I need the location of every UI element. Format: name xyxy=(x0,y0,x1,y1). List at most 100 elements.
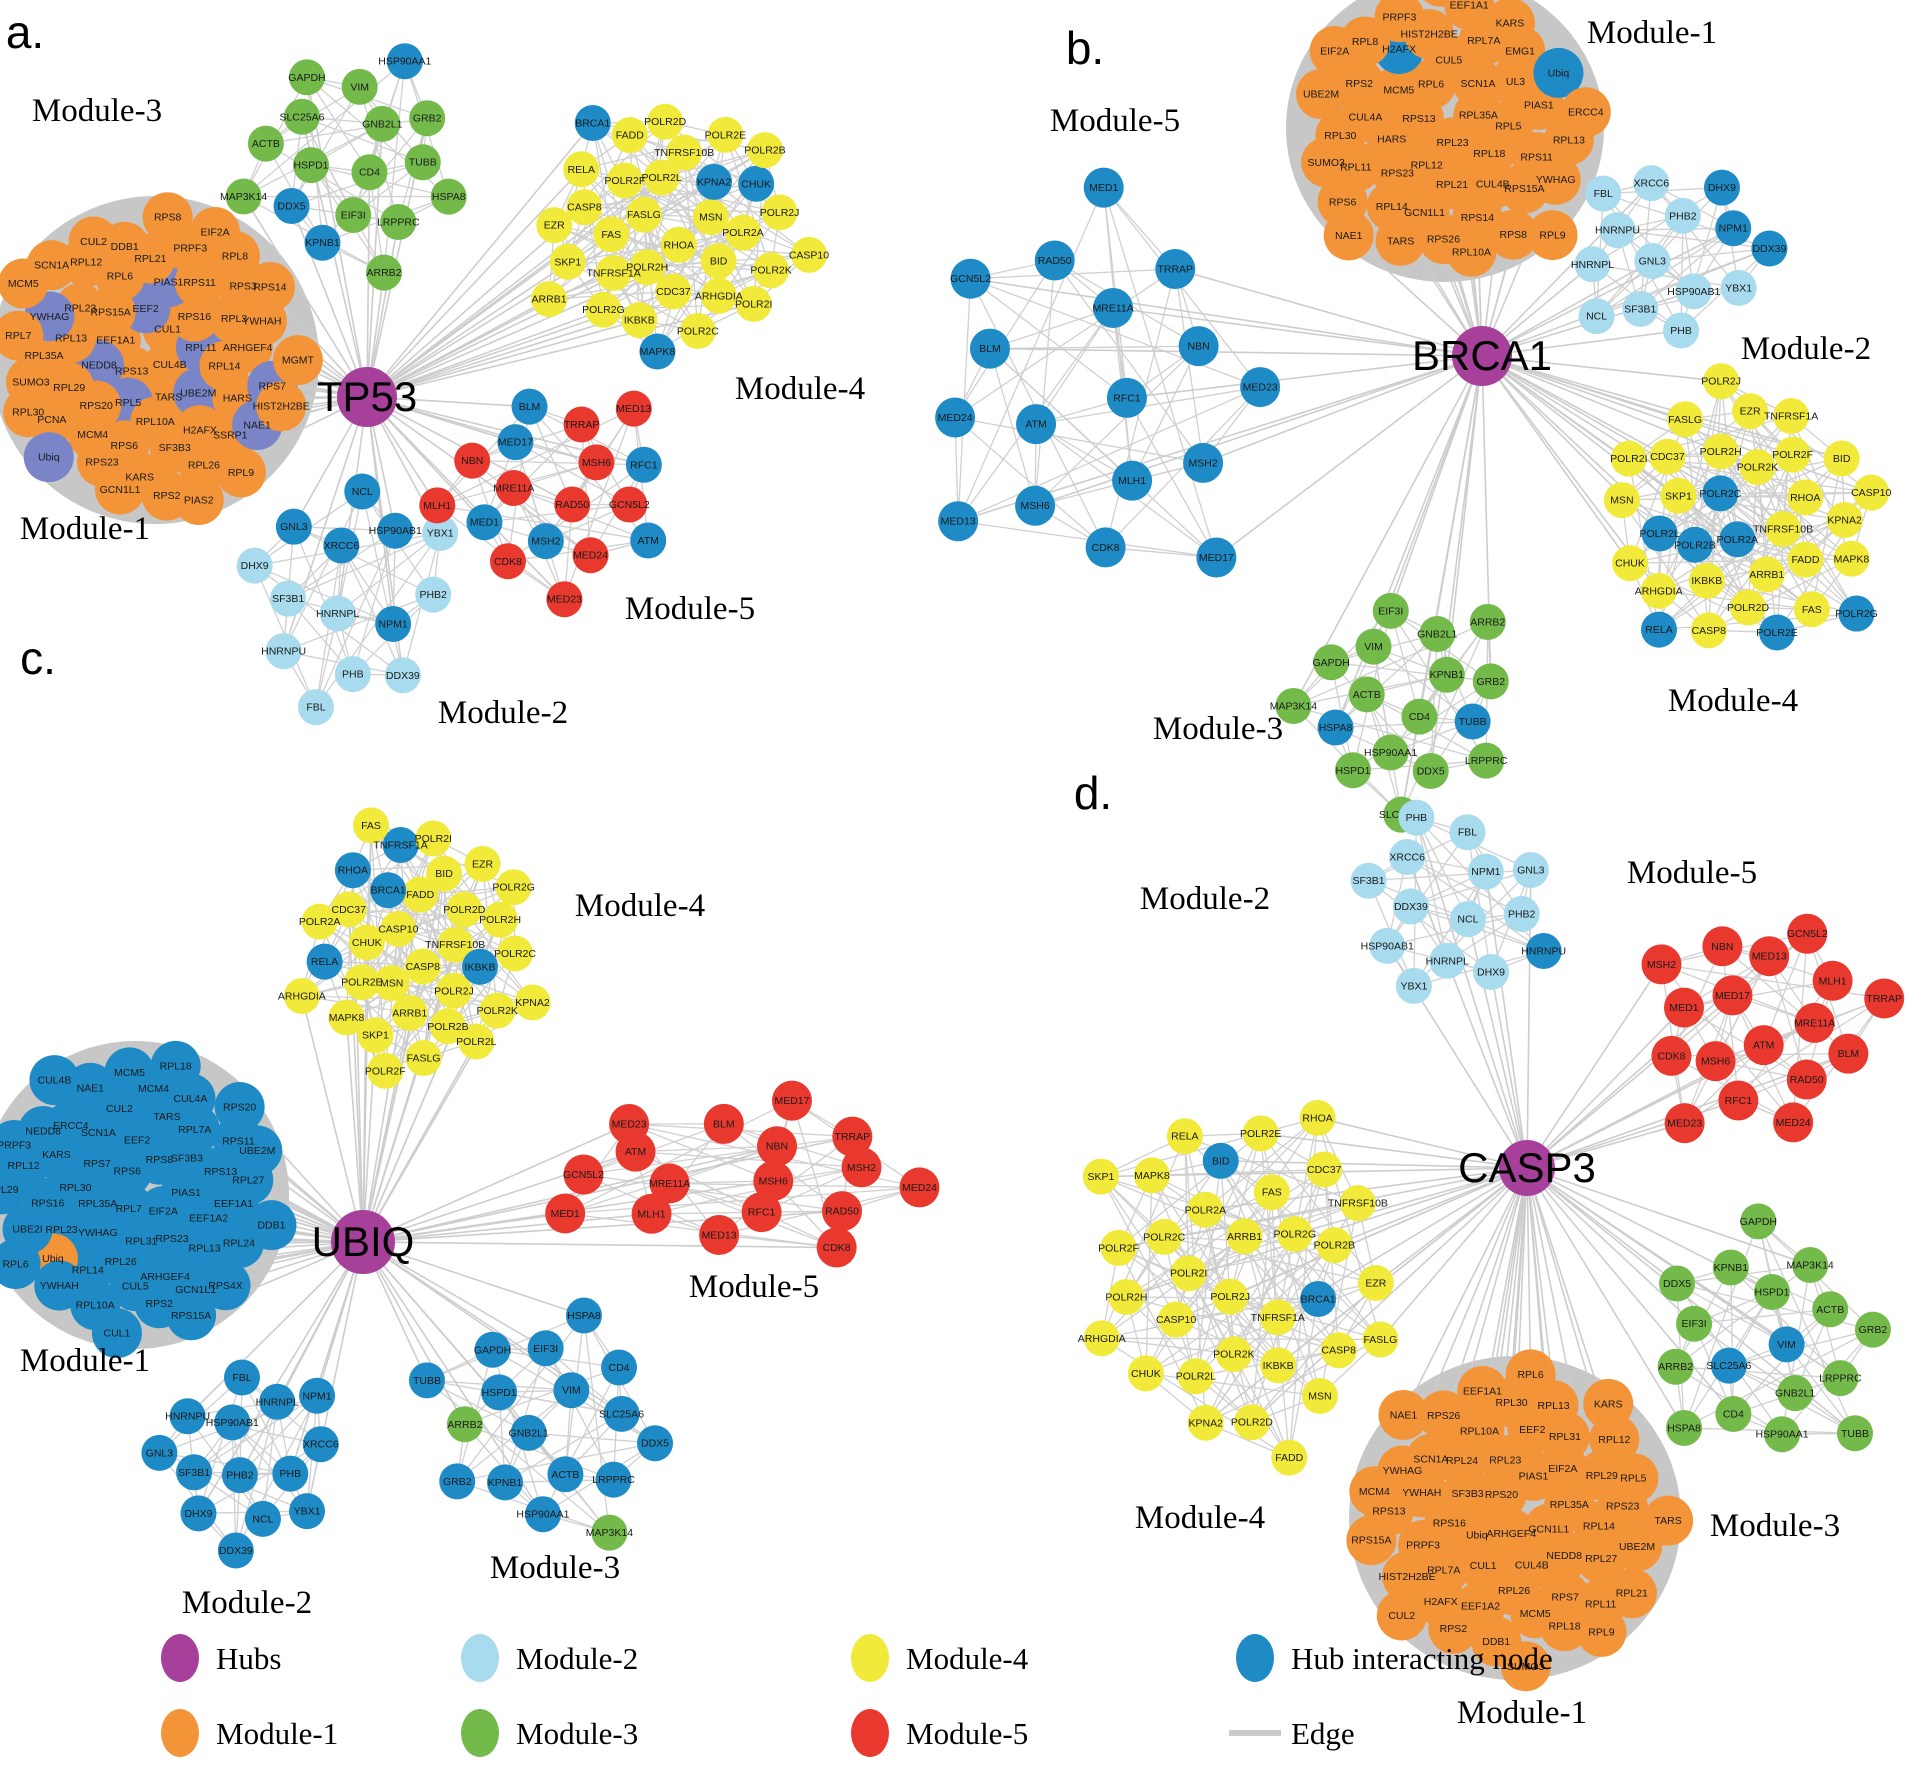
node[interactable] xyxy=(1702,433,1739,470)
node[interactable] xyxy=(1730,589,1767,626)
node[interactable] xyxy=(1690,612,1727,649)
node[interactable] xyxy=(68,216,119,267)
node[interactable] xyxy=(1016,404,1057,445)
node[interactable] xyxy=(606,162,643,199)
node[interactable] xyxy=(593,216,630,253)
node[interactable] xyxy=(402,876,439,913)
node[interactable] xyxy=(375,606,412,643)
node[interactable] xyxy=(1309,26,1360,77)
node[interactable] xyxy=(330,891,367,928)
node[interactable] xyxy=(554,486,591,523)
node[interactable] xyxy=(591,1514,628,1551)
node[interactable] xyxy=(546,581,583,618)
node[interactable] xyxy=(510,1414,547,1451)
node[interactable] xyxy=(578,444,615,481)
node[interactable] xyxy=(1719,521,1756,558)
node[interactable] xyxy=(404,948,441,985)
node[interactable] xyxy=(458,1023,495,1060)
node[interactable] xyxy=(1749,936,1790,977)
node[interactable] xyxy=(527,1330,564,1367)
node[interactable] xyxy=(1578,298,1615,335)
node[interactable] xyxy=(217,1532,254,1569)
node[interactable] xyxy=(609,1103,650,1144)
node[interactable] xyxy=(1702,475,1739,512)
node[interactable] xyxy=(1334,752,1371,789)
node[interactable] xyxy=(771,1080,812,1121)
node[interactable] xyxy=(1398,799,1435,836)
node[interactable] xyxy=(1112,460,1153,501)
node[interactable] xyxy=(735,285,772,322)
node[interactable] xyxy=(1512,852,1549,889)
node[interactable] xyxy=(104,1047,155,1098)
node[interactable] xyxy=(1539,1530,1590,1581)
node[interactable] xyxy=(466,504,503,541)
node[interactable] xyxy=(415,820,452,857)
node[interactable] xyxy=(173,475,224,526)
node[interactable] xyxy=(1608,1453,1659,1504)
node[interactable] xyxy=(1786,1059,1827,1100)
node[interactable] xyxy=(1183,442,1224,483)
node[interactable] xyxy=(1100,1229,1137,1266)
node[interactable] xyxy=(244,1500,281,1537)
hub-node[interactable] xyxy=(337,367,397,427)
node[interactable] xyxy=(625,446,662,483)
node[interactable] xyxy=(1663,987,1704,1028)
node[interactable] xyxy=(1641,944,1682,985)
node[interactable] xyxy=(297,689,334,726)
node[interactable] xyxy=(699,1214,740,1255)
node[interactable] xyxy=(380,910,417,947)
node[interactable] xyxy=(335,197,372,234)
node[interactable] xyxy=(426,855,463,892)
node[interactable] xyxy=(1202,1142,1239,1179)
node[interactable] xyxy=(386,43,423,80)
node[interactable] xyxy=(1392,888,1429,925)
node[interactable] xyxy=(547,1456,584,1493)
node[interactable] xyxy=(527,523,564,560)
node[interactable] xyxy=(1349,1466,1400,1517)
node[interactable] xyxy=(415,576,452,613)
node[interactable] xyxy=(391,994,428,1031)
node[interactable] xyxy=(1649,438,1686,475)
hub-node[interactable] xyxy=(1499,1140,1555,1196)
node[interactable] xyxy=(1710,1347,1747,1384)
node[interactable] xyxy=(454,442,491,479)
node[interactable] xyxy=(1812,960,1853,1001)
node[interactable] xyxy=(1469,603,1506,640)
node[interactable] xyxy=(1348,676,1385,713)
node[interactable] xyxy=(1355,628,1392,665)
node[interactable] xyxy=(1155,249,1196,290)
node[interactable] xyxy=(1166,1118,1203,1155)
node[interactable] xyxy=(408,1362,445,1399)
node[interactable] xyxy=(1500,1641,1551,1692)
node[interactable] xyxy=(1296,69,1347,120)
node[interactable] xyxy=(950,258,991,299)
node[interactable] xyxy=(1794,1002,1835,1043)
node[interactable] xyxy=(319,595,356,632)
node[interactable] xyxy=(1418,1390,1469,1441)
node[interactable] xyxy=(1242,1115,1279,1152)
node[interactable] xyxy=(1133,1157,1170,1194)
node[interactable] xyxy=(1599,212,1636,249)
node[interactable] xyxy=(1585,175,1622,212)
node[interactable] xyxy=(1748,556,1785,593)
node[interactable] xyxy=(1212,1278,1249,1315)
node[interactable] xyxy=(1240,367,1281,408)
node[interactable] xyxy=(34,1260,85,1311)
node[interactable] xyxy=(1457,1365,1508,1416)
node[interactable] xyxy=(1743,1025,1784,1066)
node[interactable] xyxy=(1695,1041,1736,1082)
node[interactable] xyxy=(1375,215,1426,266)
node[interactable] xyxy=(462,948,499,985)
node[interactable] xyxy=(1715,1395,1752,1432)
node[interactable] xyxy=(1362,1321,1399,1358)
node[interactable] xyxy=(1158,1301,1195,1338)
node[interactable] xyxy=(328,999,365,1036)
node[interactable] xyxy=(572,537,609,574)
node[interactable] xyxy=(545,1193,586,1234)
node[interactable] xyxy=(621,302,658,339)
node[interactable] xyxy=(0,1239,41,1289)
node[interactable] xyxy=(1389,838,1426,875)
node[interactable] xyxy=(1667,401,1704,438)
node[interactable] xyxy=(370,872,407,909)
node[interactable] xyxy=(1833,540,1870,577)
